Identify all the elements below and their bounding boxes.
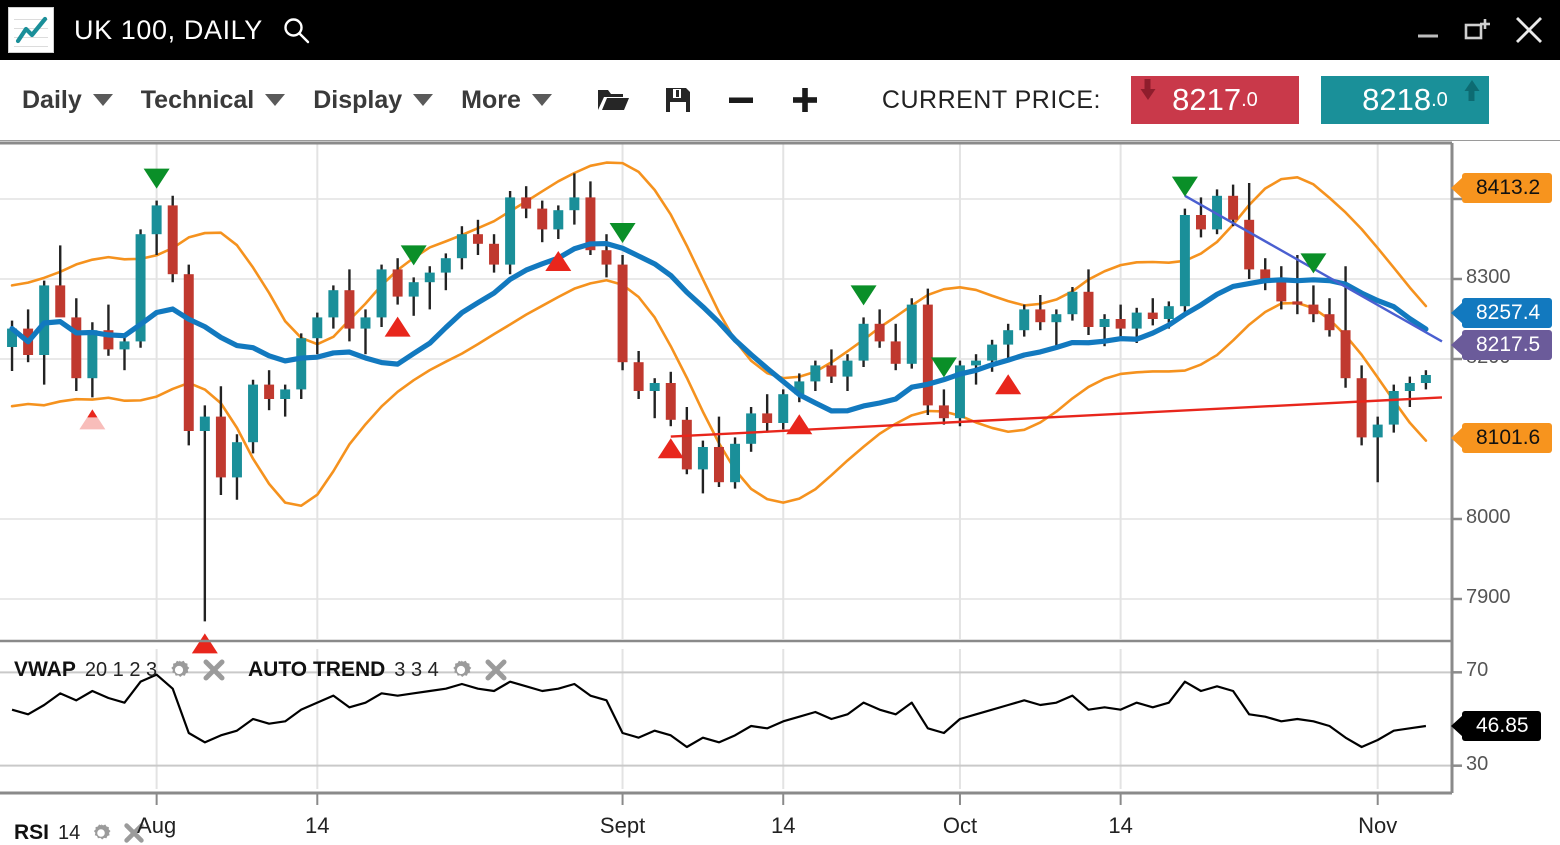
menu-display-label: Display: [313, 85, 403, 114]
indicator-params-auto-trend: 3 3 4: [394, 658, 439, 681]
price-tick-7900: 7900: [1466, 586, 1511, 608]
moving-average-badge: 8257.4: [1451, 298, 1553, 329]
date-tick-nov: Nov: [1358, 813, 1398, 838]
menu-more[interactable]: More: [461, 86, 552, 115]
moving-average-value: 8257.4: [1476, 301, 1541, 325]
date-tick-14a: 14: [305, 813, 330, 838]
current-price-label: CURRENT PRICE:: [881, 85, 1101, 114]
bid-price-value: 8217: [1172, 82, 1242, 117]
last-price-badge: 8217.5: [1451, 330, 1553, 360]
indicator-params-rsi: 14: [58, 821, 81, 844]
indicator-params-vwap: 20 1 2 3: [84, 658, 158, 681]
menu-technical-label: Technical: [140, 85, 255, 114]
page-title: UK 100, DAILY: [74, 14, 263, 45]
close-icon[interactable]: [483, 657, 509, 683]
rsi-value: 46.85: [1476, 714, 1529, 738]
close-icon[interactable]: [122, 821, 146, 845]
date-tick-oct: Oct: [942, 813, 978, 838]
chart-document-icon: [8, 7, 54, 53]
last-price-value: 8217.5: [1476, 333, 1541, 356]
menu-daily[interactable]: Daily: [22, 86, 113, 115]
band-upper-value: 8413.2: [1476, 176, 1541, 200]
indicator-name-rsi: RSI: [14, 821, 50, 844]
rsi-tick-30: 30: [1466, 752, 1489, 775]
menu-more-label: More: [461, 85, 521, 114]
chevron-down-icon: [531, 94, 552, 106]
band-lower-badge: 8101.6: [1451, 422, 1553, 453]
indicator-legend-vwap[interactable]: VWAP 20 1 2 3: [14, 657, 227, 683]
bid-price-box[interactable]: 8217.0: [1130, 76, 1299, 124]
zoom-out-minus-icon[interactable]: [726, 85, 756, 115]
price-chart-canvas[interactable]: [0, 141, 1560, 843]
zoom-in-plus-icon[interactable]: [790, 85, 820, 115]
chevron-down-icon: [413, 94, 434, 106]
save-floppy-icon[interactable]: [664, 85, 692, 115]
open-folder-icon[interactable]: [596, 85, 630, 115]
indicator-legend-rsi[interactable]: RSI 14: [14, 821, 146, 845]
menu-technical[interactable]: Technical: [140, 85, 286, 115]
ask-price-value: 8218: [1362, 82, 1432, 117]
close-icon[interactable]: [1512, 13, 1546, 47]
menu-daily-label: Daily: [22, 85, 82, 114]
date-tick-14c: 14: [1108, 813, 1133, 838]
minimize-icon[interactable]: [1414, 16, 1442, 44]
rsi-tick-70: 70: [1466, 659, 1489, 682]
arrow-up-icon: [1464, 80, 1480, 101]
chevron-down-icon: [92, 94, 113, 106]
indicator-name-auto-trend: AUTO TREND: [248, 658, 386, 681]
gear-icon[interactable]: [448, 657, 474, 683]
indicator-legend-auto-trend[interactable]: AUTO TREND 3 3 4: [248, 657, 509, 683]
toolbar: Daily Technical Display More: [0, 60, 1560, 141]
date-tick-14b: 14: [770, 813, 796, 838]
ask-price-decimal: .0: [1431, 88, 1448, 111]
date-tick-sept: Sept: [599, 813, 646, 838]
indicator-name-vwap: VWAP: [14, 658, 76, 681]
rsi-value-badge: 46.85: [1451, 711, 1541, 742]
chevron-down-icon: [265, 94, 286, 106]
band-lower-value: 8101.6: [1476, 425, 1541, 449]
gear-icon[interactable]: [166, 657, 192, 683]
arrow-down-icon: [1140, 79, 1156, 100]
bid-price-decimal: .0: [1241, 88, 1258, 111]
toolbar-icons: [596, 85, 820, 115]
search-icon[interactable]: [281, 15, 311, 45]
price-tick-8300: 8300: [1466, 266, 1511, 288]
title-bar: UK 100, DAILY: [0, 0, 1560, 60]
band-upper-badge: 8413.2: [1451, 173, 1553, 204]
chart-area[interactable]: VWAP 20 1 2 3 AUTO TREND 3 3 4: [0, 141, 1560, 845]
close-icon[interactable]: [201, 657, 227, 683]
gear-icon[interactable]: [89, 821, 113, 845]
restore-window-icon[interactable]: [1462, 16, 1492, 44]
price-tick-8000: 8000: [1466, 506, 1511, 528]
menu-display[interactable]: Display: [313, 85, 434, 115]
ask-price-box[interactable]: 8218.0: [1320, 76, 1489, 124]
date-tick-aug: Aug: [137, 813, 177, 838]
window-controls: [1414, 0, 1546, 60]
